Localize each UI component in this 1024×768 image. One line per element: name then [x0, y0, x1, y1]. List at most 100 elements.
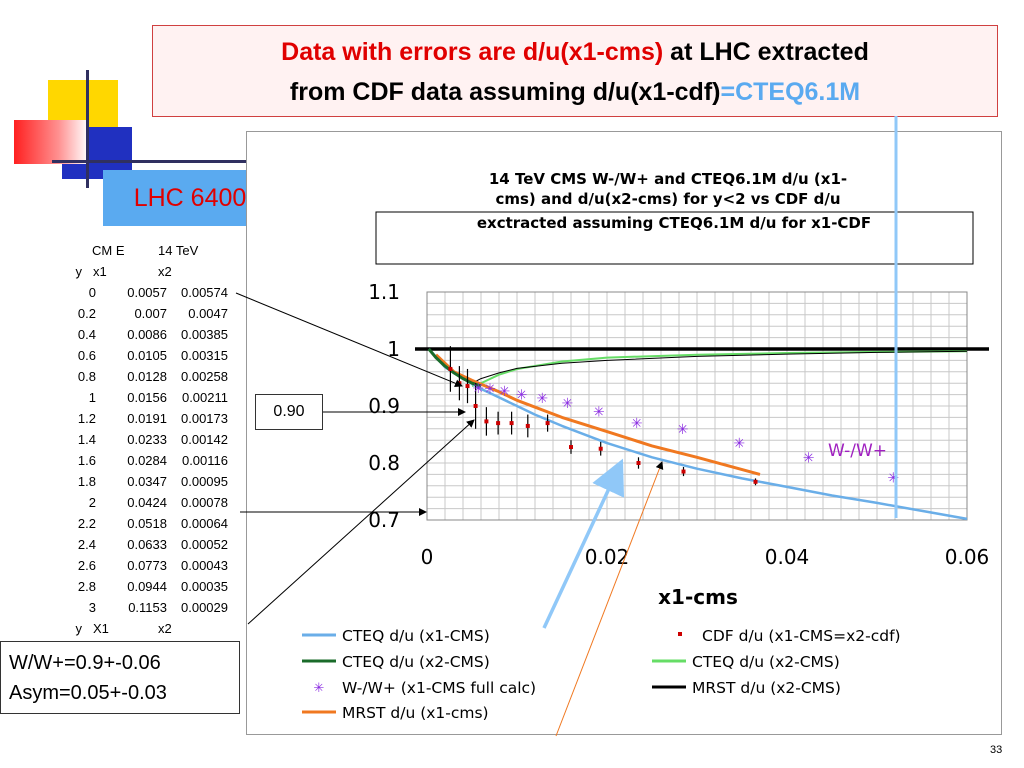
w-ratio-point: ✳ — [733, 436, 745, 452]
cell-x1: 0.0086 — [127, 327, 167, 342]
chart-title-frame — [375, 211, 974, 265]
legend-star-swatch: ✳ — [314, 681, 325, 696]
table-row: 2.6 0.0773 0.00043 — [40, 555, 240, 576]
cell-x1: 0.0518 — [127, 516, 167, 531]
table-row: 0.4 0.0086 0.00385 — [40, 324, 240, 345]
legend-label: CTEQ d/u (x1-CMS) — [342, 627, 490, 645]
cell-x2: 0.00052 — [181, 537, 228, 552]
decor-red-square — [14, 120, 88, 164]
cdf-point — [753, 479, 758, 484]
value-box: 0.90 — [255, 394, 323, 430]
table-row: 0 0.0057 0.00574 — [40, 282, 240, 303]
cell-y: 2.2 — [77, 516, 96, 531]
cdf-point — [496, 421, 501, 426]
table-row: 2.4 0.0633 0.00052 — [40, 534, 240, 555]
cell-x1: 0.0284 — [127, 453, 167, 468]
cell-x2: 0.00116 — [181, 453, 228, 468]
cell-x2: 0.00142 — [181, 432, 228, 447]
cell-x1: 0.0105 — [127, 348, 167, 363]
cell-x1: 0.0057 — [127, 285, 167, 300]
cell-x2: 0.00035 — [181, 579, 228, 594]
page-number: 33 — [990, 744, 1003, 756]
cell-x1: 0.0773 — [127, 558, 167, 573]
x-tick-label: 0.06 — [945, 545, 990, 569]
cell-y: 0.6 — [77, 348, 96, 363]
series-cteq-x1 — [427, 348, 968, 521]
plot-border — [426, 291, 968, 521]
result-box: W/W+=0.9+-0.06 Asym=0.05+-0.03 — [0, 641, 240, 714]
x-axis-label: x1-cms — [658, 585, 738, 609]
title-part2: at LHC extracted — [663, 38, 869, 66]
w-ratio-point: ✳ — [677, 422, 689, 438]
cell-y: 1.2 — [77, 411, 96, 426]
legend-label: CTEQ d/u (x2-CMS) — [692, 653, 840, 671]
footer-x2: x2 — [158, 621, 172, 636]
cdf-point — [473, 404, 478, 408]
legend-marker-swatch — [678, 632, 682, 636]
cell-y: 2 — [88, 495, 96, 510]
cell-x1: 0.0633 — [127, 537, 167, 552]
cdf-point — [525, 423, 530, 428]
cdf-point — [465, 384, 470, 389]
cell-x2: 0.00043 — [181, 558, 228, 573]
table-row: 1.2 0.0191 0.00173 — [40, 408, 240, 429]
cell-x2: 0.00315 — [181, 348, 228, 363]
w-ratio-point: ✳ — [472, 381, 484, 397]
result-line-1: W/W+=0.9+-0.06 — [9, 652, 161, 674]
table-row: 0.6 0.0105 0.00315 — [40, 345, 240, 366]
chart-title-line-1: 14 TeV CMS W-/W+ and CTEQ6.1M d/u (x1- — [489, 170, 847, 188]
annotation-arrow-cteq — [542, 458, 625, 629]
cell-y: 3 — [88, 600, 96, 615]
cdf-point — [484, 419, 489, 424]
annotations — [235, 116, 898, 737]
series: ✳ ✳ ✳ ✳ ✳ ✳✳✳ ✳✳✳✳ — [415, 346, 989, 521]
y-tick-label: 0.9 — [368, 394, 400, 418]
y-tick-label: 0.8 — [368, 451, 400, 475]
w-ratio-point: ✳ — [803, 450, 815, 466]
cell-x1: 0.0944 — [127, 579, 167, 594]
cdf-point — [545, 421, 550, 426]
title-part3: from CDF data assuming d/u(x1-cdf) — [289, 78, 721, 106]
table-row: 2.2 0.0518 0.00064 — [40, 513, 240, 534]
table-header-2: y x1 x2 — [40, 261, 240, 282]
table-row: 1 0.0156 0.00211 — [40, 387, 240, 408]
table-header-1: CM E 14 TeV — [40, 240, 240, 261]
grid — [426, 291, 968, 521]
cell-y: 0.8 — [77, 369, 96, 384]
title-part1: Data with errors are d/u(x1-cms) — [281, 38, 664, 66]
table-row: 1.6 0.0284 0.00116 — [40, 450, 240, 471]
cell-y: 1.8 — [77, 474, 96, 489]
chart-title-line-3: exctracted assuming CTEQ6.1M d/u for x1-… — [477, 214, 871, 232]
cell-x1: 0.0347 — [127, 474, 167, 489]
cdf-point — [448, 366, 453, 371]
cell-y: 0.4 — [77, 327, 96, 342]
chart-title-line-2: cms) and d/u(x2-cms) for y<2 vs CDF d/u — [495, 190, 840, 208]
w-ratio-point: ✳ — [499, 384, 511, 400]
cell-x1: 0.0156 — [127, 390, 167, 405]
cell-y: 1 — [88, 390, 96, 405]
cell-x2: 0.00095 — [181, 474, 228, 489]
series-mrst-x1 — [434, 353, 761, 476]
cell-x2: 0.00574 — [181, 285, 228, 300]
header-x1: x1 — [93, 264, 107, 279]
decor-horizontal-line — [52, 160, 246, 163]
result-line-2: Asym=0.05+-0.03 — [9, 682, 167, 704]
annotation-arrow-mrst — [555, 461, 664, 737]
cell-x2: 0.0047 — [188, 306, 228, 321]
cell-x1: 0.1153 — [128, 600, 167, 615]
w-ratio-point: ✳ — [516, 388, 528, 404]
w-ratio-point: ✳ — [631, 416, 643, 432]
x-tick-label: 0 — [421, 545, 434, 569]
legend-label: MRST d/u (x1-cms) — [342, 704, 489, 722]
cell-x2: 0.00211 — [181, 390, 228, 405]
header-energy: 14 TeV — [158, 243, 199, 258]
cell-y: 1.4 — [77, 432, 96, 447]
x-tick-label: 0.04 — [765, 545, 810, 569]
w-ratio-point: ✳ — [484, 381, 496, 397]
cdf-point — [681, 469, 686, 474]
table-row: 0.2 0.007 0.0047 — [40, 303, 240, 324]
cdf-point — [598, 446, 603, 451]
table-row: 1.8 0.0347 0.00095 — [40, 471, 240, 492]
slide-title: Data with errors are d/u(x1-cms) at LHC … — [152, 25, 998, 117]
